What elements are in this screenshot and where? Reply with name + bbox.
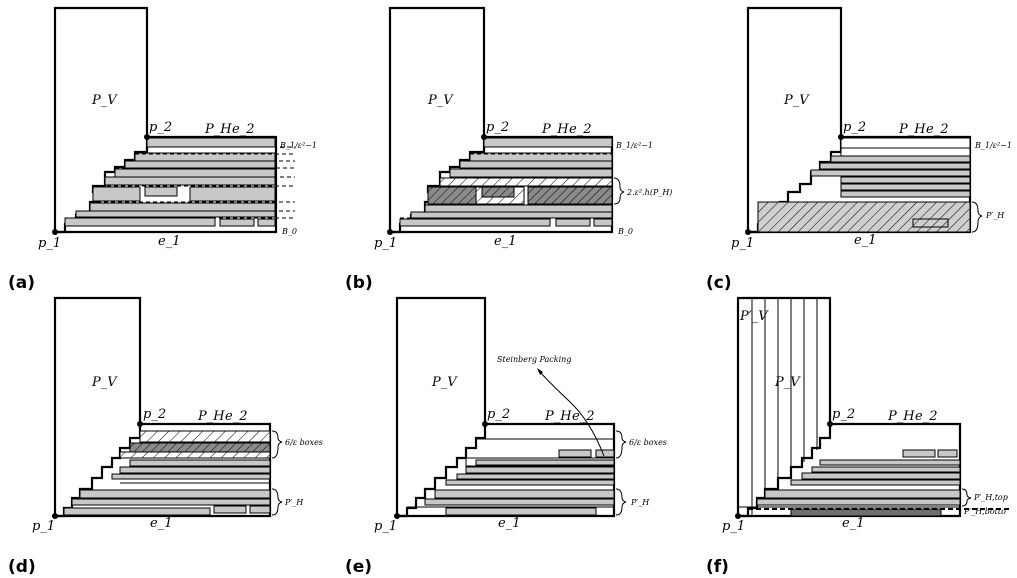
e2-label: e_2 xyxy=(572,409,594,424)
e1-label: e_1 xyxy=(854,233,876,248)
boxes-label: 6/ε boxes xyxy=(629,438,667,447)
p1-label: p_1 xyxy=(731,236,754,251)
e2-label: e_2 xyxy=(232,122,254,137)
e1-label: e_1 xyxy=(842,516,864,531)
phtop-label: P′_H,top xyxy=(973,493,1008,502)
ph-label: P_H xyxy=(204,122,232,137)
btop-label: B_1/ε²−1 xyxy=(279,141,317,150)
p1-label: p_1 xyxy=(722,519,745,534)
b0-label: B_0 xyxy=(617,227,633,236)
caption-f: (f) xyxy=(706,557,729,577)
caption-e: (e) xyxy=(345,557,372,577)
steinberg-label: Steinberg Packing xyxy=(497,355,571,364)
pv-label: P_V xyxy=(431,375,458,390)
e1-label: e_1 xyxy=(158,234,180,249)
caption-a: (a) xyxy=(8,273,35,293)
pv-label: P_V xyxy=(774,375,801,390)
caption-b: (b) xyxy=(345,273,373,293)
caption-c: (c) xyxy=(706,273,732,293)
panel-f: P′_V P_V p_2 P_H e_2 P′_H,top P′_H,botto… xyxy=(706,296,1010,577)
panel-a: P_V p_2 P_H e_2 B_1/ε²−1 B_0 p_1 e_1 (a) xyxy=(8,6,317,293)
p2-label: p_2 xyxy=(487,407,510,422)
ph-label: P_H xyxy=(197,409,225,424)
phbottom-label: P′_H,botto xyxy=(963,507,1006,516)
pv-label: P_V xyxy=(91,93,118,108)
pv-label: P_V xyxy=(783,93,810,108)
p2-label: p_2 xyxy=(149,120,172,135)
b0-label: B_0 xyxy=(281,227,297,236)
ph-label: P_H xyxy=(887,409,915,424)
pv-label: P_V xyxy=(427,93,454,108)
p1-label: p_1 xyxy=(374,236,397,251)
panel-d: P_V p_2 P_H e_2 6/ε boxes P′_H p_1 e_1 (… xyxy=(8,296,323,577)
panel-c: P_V p_2 P_H e_2 B_1/ε²−1 P′_H p_1 e_1 (c… xyxy=(706,6,1012,293)
phprime-label: P′_H xyxy=(985,211,1005,220)
e1-label: e_1 xyxy=(150,516,172,531)
e2-label: e_2 xyxy=(569,122,591,137)
p2-label: p_2 xyxy=(843,120,866,135)
caption-d: (d) xyxy=(8,557,36,577)
phprime-label: P′_H xyxy=(284,498,304,507)
panel-e: Steinberg Packing P_V p_2 P_H e_2 6/ε bo… xyxy=(345,296,667,577)
ph-label: P_H xyxy=(898,122,926,137)
btop-label: B_1/ε²−1 xyxy=(615,141,653,150)
panel-b: P_V p_2 P_H e_2 B_1/ε²−1 2.ε².h(P_H) B_0… xyxy=(345,6,672,293)
e2-label: e_2 xyxy=(225,409,247,424)
e2-label: e_2 xyxy=(926,122,948,137)
e2-label: e_2 xyxy=(915,409,937,424)
p2-label: p_2 xyxy=(143,407,166,422)
p1-label: p_1 xyxy=(32,519,55,534)
p2-label: p_2 xyxy=(832,407,855,422)
ph-label: P_H xyxy=(544,409,572,424)
phprime-label: P′_H xyxy=(630,498,650,507)
p2-label: p_2 xyxy=(486,120,509,135)
pv-label: P_V xyxy=(91,375,118,390)
p1-label: p_1 xyxy=(374,519,397,534)
ph-label: P_H xyxy=(541,122,569,137)
boxes-label: 6/ε boxes xyxy=(285,438,323,447)
e1-label: e_1 xyxy=(494,234,516,249)
p1-label: p_1 xyxy=(38,236,61,251)
pvprime-label: P′_V xyxy=(739,309,769,324)
btop-label: B_1/ε²−1 xyxy=(974,141,1012,150)
e1-label: e_1 xyxy=(498,516,520,531)
brace-label: 2.ε².h(P_H) xyxy=(626,188,672,197)
